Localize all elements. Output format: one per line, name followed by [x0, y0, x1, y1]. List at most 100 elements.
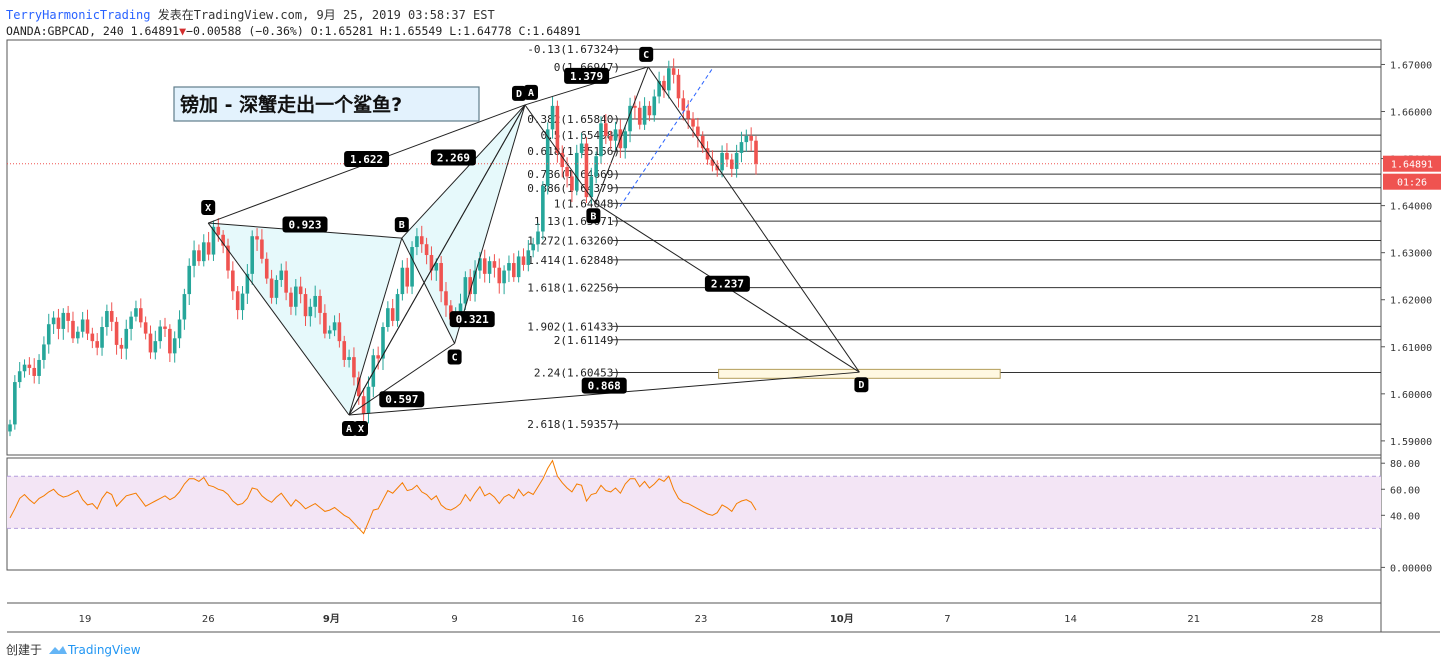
candle-body [42, 344, 46, 360]
candle-body [734, 152, 739, 169]
candle-body [269, 278, 274, 298]
pattern2-point-x-bg [354, 421, 368, 437]
tradingview-logo[interactable]: TradingView [48, 643, 141, 657]
candle-body [279, 270, 284, 280]
low-label: L: [449, 24, 464, 38]
candle-body [516, 256, 521, 278]
candle-body [419, 236, 424, 245]
candle-body [405, 267, 410, 287]
candle-body [434, 263, 439, 271]
candle-body [739, 142, 744, 153]
fib-level-label: 1(1.64048) [554, 197, 620, 210]
candle-body [424, 244, 429, 256]
fib-level-label: -0.13(1.67324) [527, 43, 620, 56]
candle-body [565, 167, 569, 177]
candle-body [105, 311, 109, 328]
candle-body [444, 291, 448, 306]
time-tick-label: 21 [1187, 614, 1200, 625]
symbol-label[interactable]: OANDA:GBPCAD, 240 [6, 24, 124, 38]
pattern2-point-a: A [528, 88, 534, 99]
pattern1-leg [401, 104, 526, 239]
candle-body [274, 279, 279, 298]
price-tick-label: 1.59000 [1390, 437, 1432, 448]
down-arrow-icon: ▼ [179, 24, 187, 38]
candle-body [201, 242, 206, 262]
countdown-label: 01:26 [1397, 178, 1427, 189]
candle-body [531, 244, 535, 251]
candle-body [497, 267, 502, 284]
low-value: 1.64778 [463, 24, 512, 38]
candle-body [541, 185, 545, 232]
price-tick-label: 1.62000 [1390, 296, 1432, 307]
candle-body [129, 316, 133, 329]
fib-level-label: 2.618(1.59357) [527, 418, 620, 431]
candle-body [400, 267, 405, 295]
candle-body [555, 105, 560, 153]
rsi-line [9, 459, 757, 535]
ratio-abc-bg [379, 391, 425, 408]
ratio2-bcd-bg [704, 275, 750, 292]
candle-body [429, 255, 434, 271]
candle-body [323, 312, 327, 334]
candle-body [637, 107, 642, 125]
candle-body [439, 263, 443, 292]
candle-body [163, 326, 167, 329]
candle-body [696, 126, 700, 136]
candle-body [245, 273, 250, 294]
candle-body [613, 129, 618, 141]
candle-body [172, 338, 177, 354]
candle-body [652, 96, 657, 116]
candle-body [526, 250, 531, 265]
candle-body [492, 261, 497, 268]
time-tick-label: 10月 [830, 613, 854, 625]
candle-body [124, 328, 129, 349]
candle-body [264, 258, 269, 279]
candle-body [352, 357, 356, 378]
pattern2-point-d: D [858, 380, 864, 391]
candle-body [754, 140, 758, 164]
pattern2-point-c: C [643, 50, 649, 61]
candle-body [138, 308, 143, 323]
candle-body [177, 319, 182, 339]
ratio2-xab: 0.321 [456, 313, 489, 326]
pattern2-leg [647, 66, 860, 373]
candle-body [51, 317, 56, 325]
time-tick-label: 7 [944, 614, 950, 625]
candle-body [221, 234, 225, 246]
pattern2-point-x: X [358, 424, 364, 435]
time-tick-label: 14 [1064, 614, 1077, 625]
target-zone [718, 368, 1001, 379]
ratio-xad: 1.622 [350, 153, 383, 166]
candle-body [66, 312, 70, 321]
candle-body [628, 105, 632, 132]
candle-body [633, 105, 637, 108]
price-change: −0.00588 (−0.36%) [186, 24, 304, 38]
candle-body [231, 270, 235, 292]
candle-body [71, 320, 75, 339]
time-tick-label: 19 [79, 614, 92, 625]
candle-body [342, 341, 347, 360]
candle-body [240, 293, 245, 311]
candle-body [386, 308, 390, 328]
fib-level-label: 2(1.61149) [554, 334, 620, 347]
author-name[interactable]: TerryHarmonicTrading [6, 8, 151, 22]
candle-body [381, 327, 385, 359]
candle-body [729, 159, 734, 169]
fib-level-label: 1.414(1.62848) [527, 254, 620, 267]
candle-body [327, 330, 332, 334]
candle-body [657, 80, 661, 97]
candle-body [187, 265, 192, 295]
ratio-bcd-bg [430, 149, 476, 166]
candle-body [153, 341, 158, 353]
candle-body [197, 250, 201, 262]
pattern1-leg [348, 343, 455, 416]
current-price-tag [1383, 155, 1441, 172]
last-price: 1.64891 [130, 24, 180, 38]
candle-body [667, 68, 671, 91]
time-tick-label: 23 [695, 614, 708, 625]
rsi-tick-label: 0.00000 [1390, 563, 1432, 574]
candle-body [192, 250, 196, 266]
candle-body [705, 148, 710, 160]
price-tick-label: 1.64000 [1390, 202, 1432, 213]
